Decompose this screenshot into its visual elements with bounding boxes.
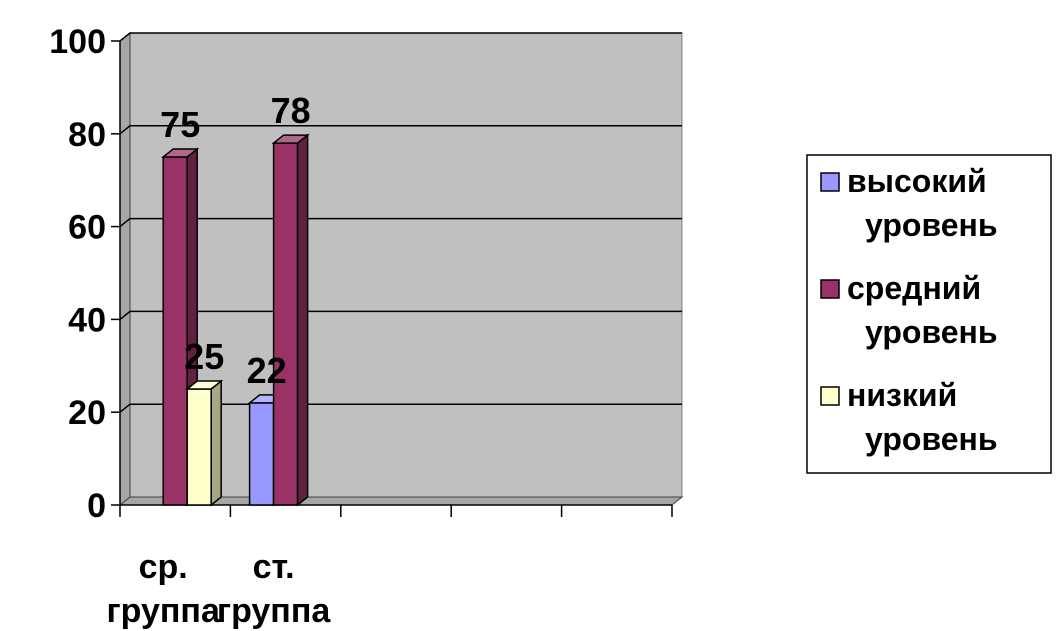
data-label: 22 xyxy=(247,350,287,391)
data-label: 78 xyxy=(271,90,311,131)
bars xyxy=(161,133,310,507)
legend: высокий уровень средний уровень низкий уровен… xyxy=(806,154,1052,474)
legend-label-line: уровень xyxy=(865,314,998,350)
bar-side xyxy=(296,133,309,507)
legend-item: высокий уровень xyxy=(820,163,998,243)
bar-front xyxy=(162,156,188,506)
x-category-label: ср. группа xyxy=(107,548,221,630)
x-category-label-line: группа xyxy=(107,592,221,630)
plot-area xyxy=(118,31,684,507)
legend-item: средний уровень xyxy=(820,270,998,350)
x-category-label-line: ст. xyxy=(253,548,295,586)
x-category-label-line: группа xyxy=(217,592,331,630)
data-label: 75 xyxy=(160,104,200,145)
y-tick-label: 100 xyxy=(49,23,106,61)
legend-label: высокий уровень xyxy=(847,163,998,243)
x-category-label: ст. группа xyxy=(217,548,331,630)
legend-item: низкий уровень xyxy=(820,377,998,457)
bar xyxy=(185,379,224,507)
gridline xyxy=(119,32,682,42)
legend-label: низкий уровень xyxy=(847,377,998,457)
legend-label-line: высокий xyxy=(847,163,987,199)
y-tick-label: 40 xyxy=(68,301,106,339)
gridline xyxy=(119,403,682,413)
bar-front xyxy=(248,402,275,506)
data-label: 25 xyxy=(184,336,224,377)
legend-swatch xyxy=(820,386,840,406)
bar-top xyxy=(185,380,224,390)
legend-swatch xyxy=(820,279,840,299)
x-category-label-line: ср. xyxy=(139,548,188,586)
y-tick-label: 0 xyxy=(87,487,106,525)
bar-top xyxy=(161,148,200,158)
legend-label-line: уровень xyxy=(865,207,998,243)
gridline xyxy=(119,125,682,135)
bar-front xyxy=(186,388,212,506)
axes: 0 20 40 60 80 100 ср. группа ст. группа xyxy=(49,23,673,630)
bar-front xyxy=(272,142,299,506)
gridline xyxy=(119,310,682,320)
data-labels: 75 25 22 78 xyxy=(160,90,310,391)
legend-label-line: низкий xyxy=(847,377,957,413)
legend-swatch xyxy=(820,172,840,192)
y-tick-label: 80 xyxy=(68,116,106,154)
bar-side xyxy=(210,379,222,507)
plot-side-wall xyxy=(119,31,131,507)
legend-box xyxy=(806,154,1052,474)
legend-label-line: уровень xyxy=(865,421,998,457)
legend-label: средний уровень xyxy=(847,270,998,350)
legend-label-line: средний xyxy=(847,270,981,306)
bar xyxy=(271,133,310,507)
y-tick-label: 20 xyxy=(68,394,106,432)
gridline xyxy=(119,217,682,228)
bar-top xyxy=(271,134,310,144)
y-tick-label: 60 xyxy=(68,209,106,247)
